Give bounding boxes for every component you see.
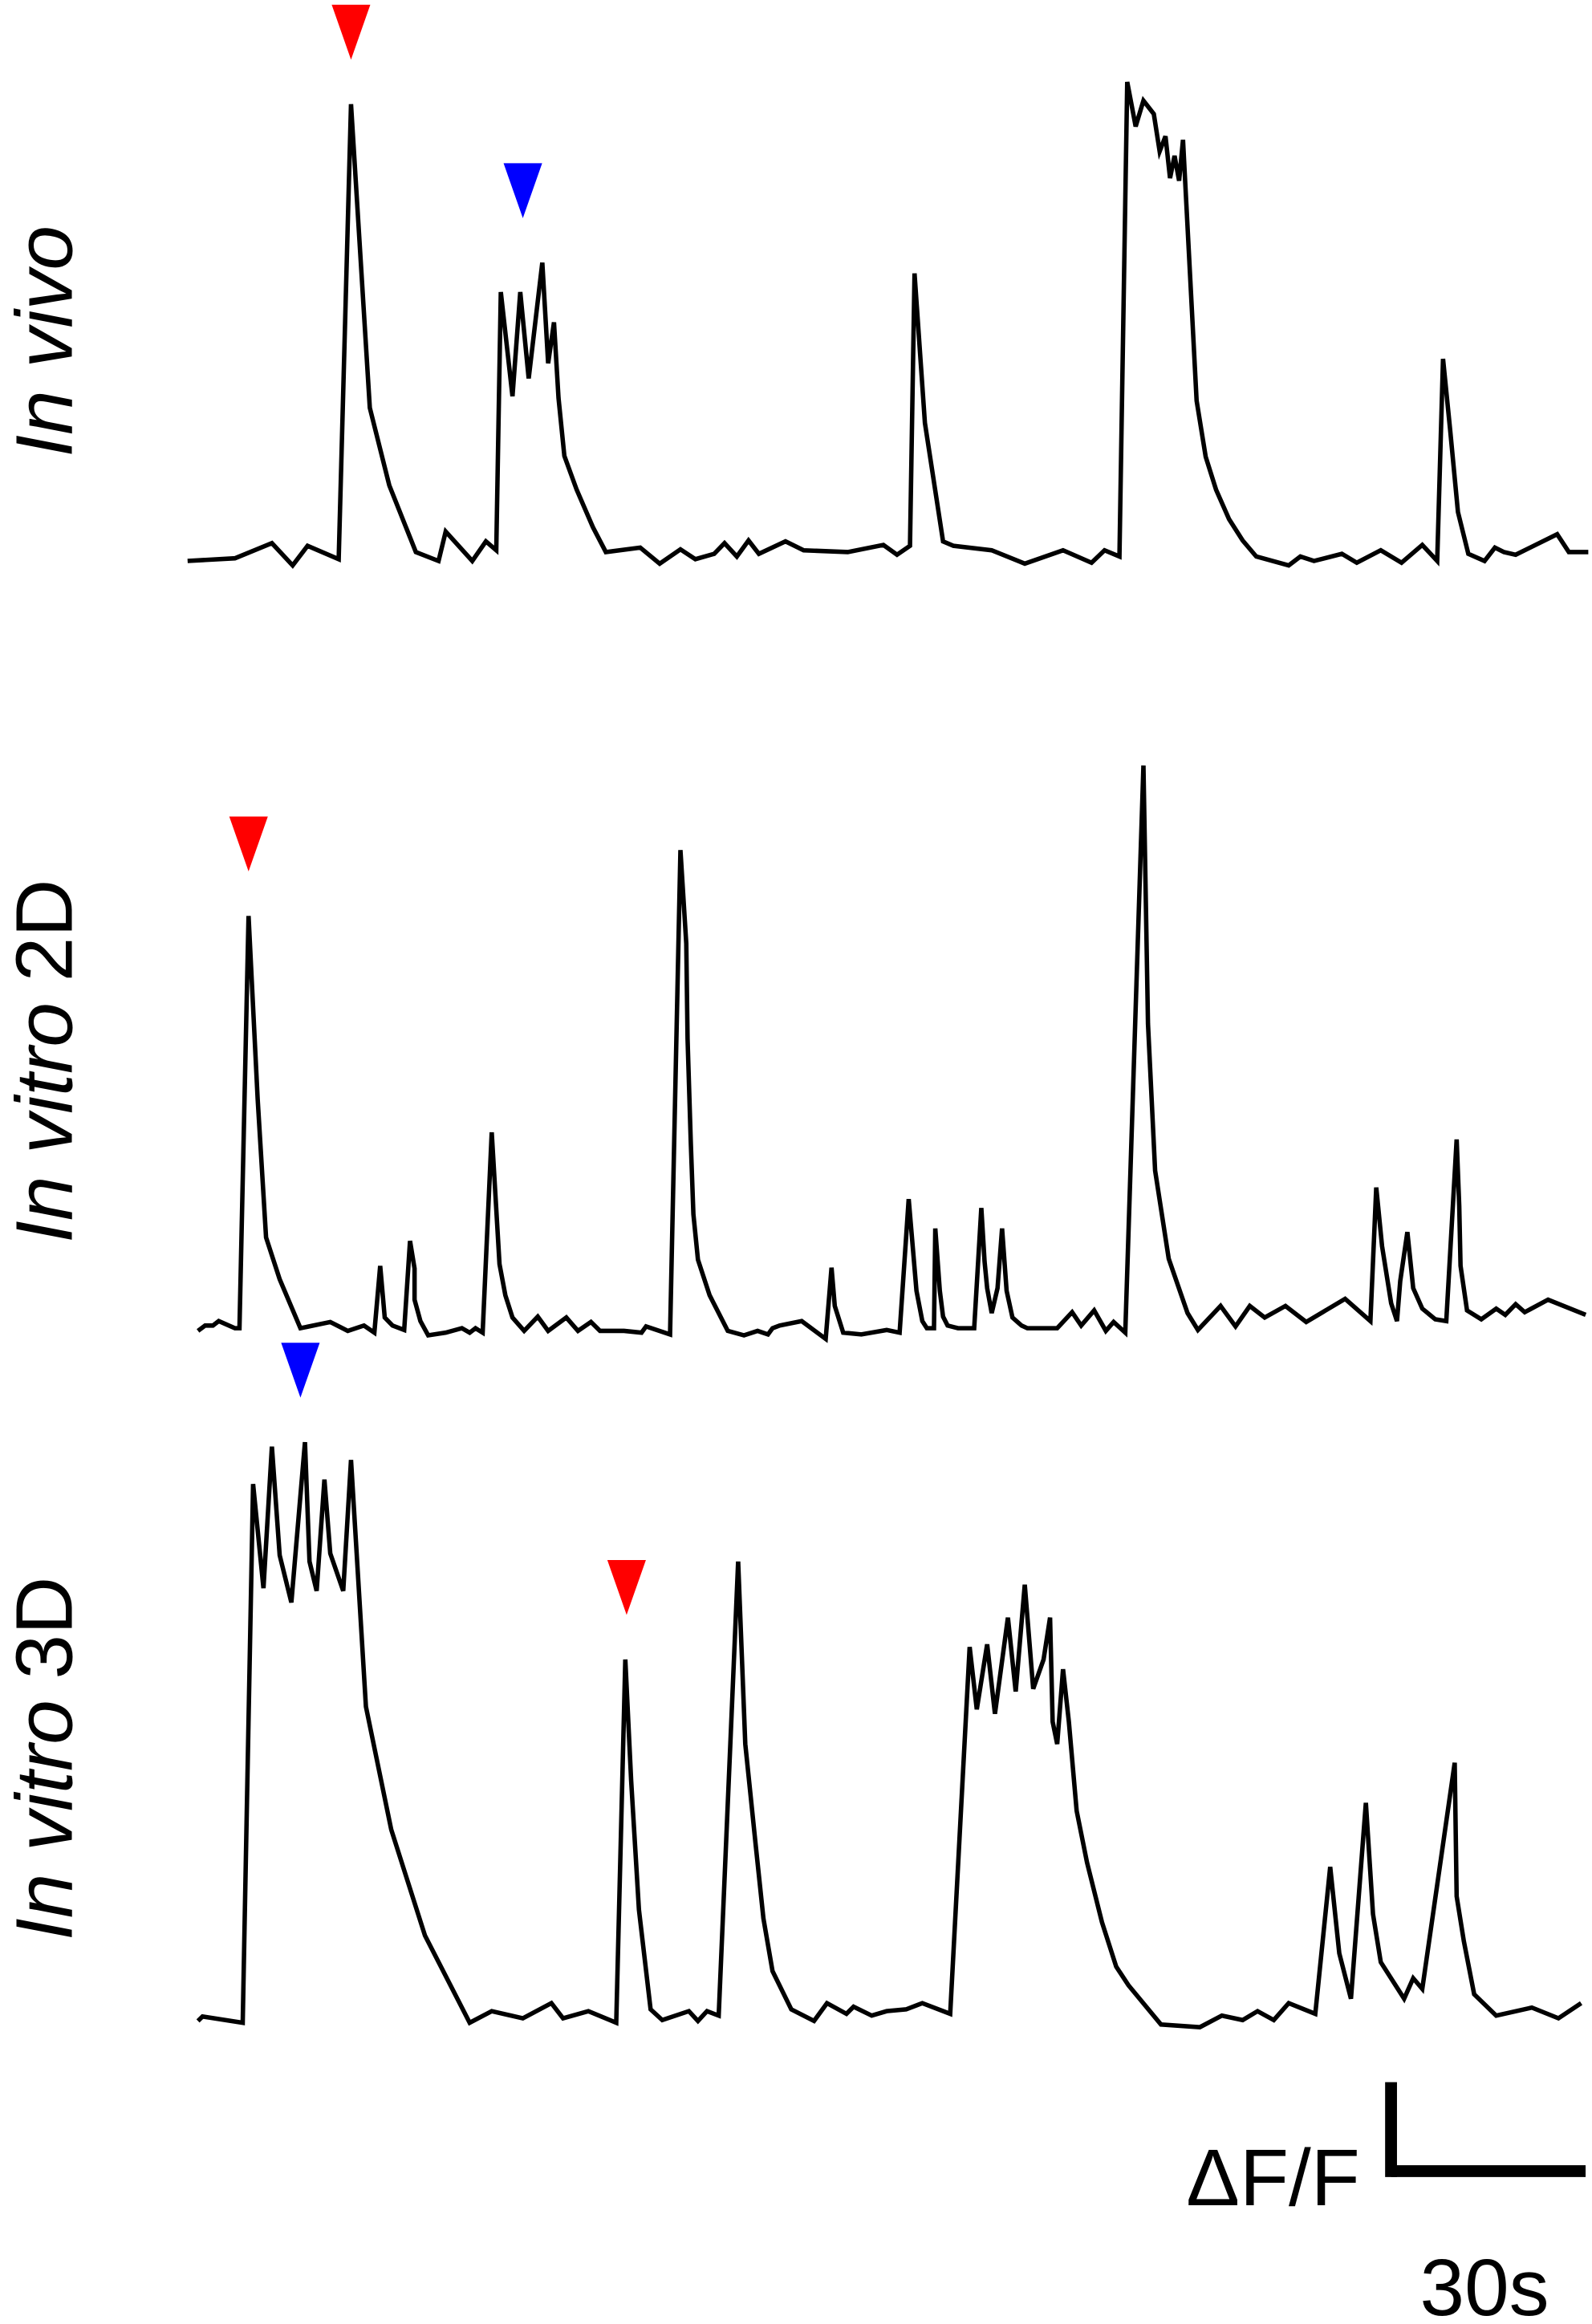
trace bbox=[196, 1441, 1583, 2029]
trace bbox=[197, 765, 1587, 1343]
scale-bar-y-label: ΔF/F bbox=[1186, 2134, 1359, 2223]
panel-label-part: 3D bbox=[1, 1577, 90, 1680]
panel-label-part: In vitro bbox=[1, 1700, 90, 1940]
panel-label: In vivo bbox=[1, 225, 90, 457]
event-marker bbox=[229, 816, 268, 872]
event-marker bbox=[607, 1559, 646, 1615]
event-marker bbox=[281, 1343, 320, 1398]
panel-label-part: 2D bbox=[1, 880, 90, 982]
panel-label-part: In vivo bbox=[1, 225, 90, 457]
trace bbox=[187, 81, 1589, 569]
scale-bar-x-label: 30s bbox=[1420, 2244, 1549, 2324]
panel-label-part: In vitro bbox=[1, 1002, 90, 1243]
panel-label: In vitro 2D bbox=[1, 880, 90, 1243]
panel-label: In vitro 3D bbox=[1, 1577, 90, 1940]
event-marker bbox=[503, 163, 542, 218]
event-marker bbox=[331, 4, 371, 60]
